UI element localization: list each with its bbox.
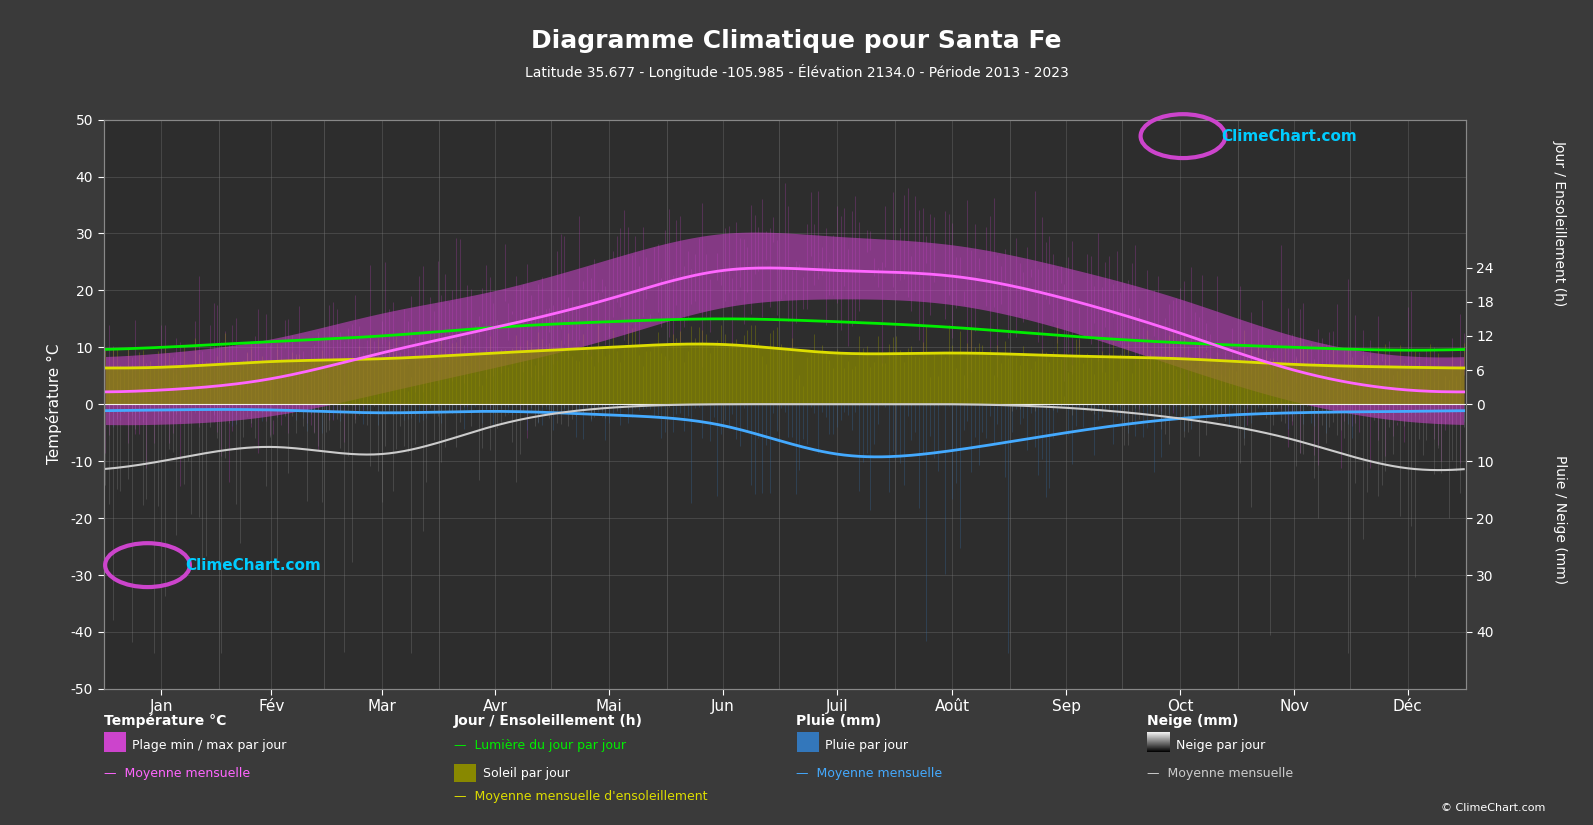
Text: Jour / Ensoleillement (h): Jour / Ensoleillement (h) [454,714,644,728]
Text: Température °C: Température °C [104,714,226,728]
Text: Jour / Ensoleillement (h): Jour / Ensoleillement (h) [1553,139,1566,306]
Text: Pluie par jour: Pluie par jour [825,739,908,752]
Text: —  Moyenne mensuelle: — Moyenne mensuelle [1147,767,1294,780]
Text: Diagramme Climatique pour Santa Fe: Diagramme Climatique pour Santa Fe [530,29,1063,53]
Text: © ClimeChart.com: © ClimeChart.com [1440,803,1545,813]
Text: Neige par jour: Neige par jour [1176,739,1265,752]
Text: —  Moyenne mensuelle: — Moyenne mensuelle [796,767,943,780]
Text: Pluie (mm): Pluie (mm) [796,714,883,728]
Text: Soleil par jour: Soleil par jour [483,767,569,780]
Text: ClimeChart.com: ClimeChart.com [185,558,322,573]
Text: —  Moyenne mensuelle d'ensoleillement: — Moyenne mensuelle d'ensoleillement [454,790,707,804]
Text: Latitude 35.677 - Longitude -105.985 - Élévation 2134.0 - Période 2013 - 2023: Latitude 35.677 - Longitude -105.985 - É… [524,64,1069,80]
Text: Neige (mm): Neige (mm) [1147,714,1238,728]
Text: ClimeChart.com: ClimeChart.com [1220,129,1357,144]
Y-axis label: Température °C: Température °C [46,344,62,464]
Text: Pluie / Neige (mm): Pluie / Neige (mm) [1553,455,1566,584]
Text: Plage min / max par jour: Plage min / max par jour [132,739,287,752]
Text: —  Moyenne mensuelle: — Moyenne mensuelle [104,767,250,780]
Text: —  Lumière du jour par jour: — Lumière du jour par jour [454,739,626,752]
